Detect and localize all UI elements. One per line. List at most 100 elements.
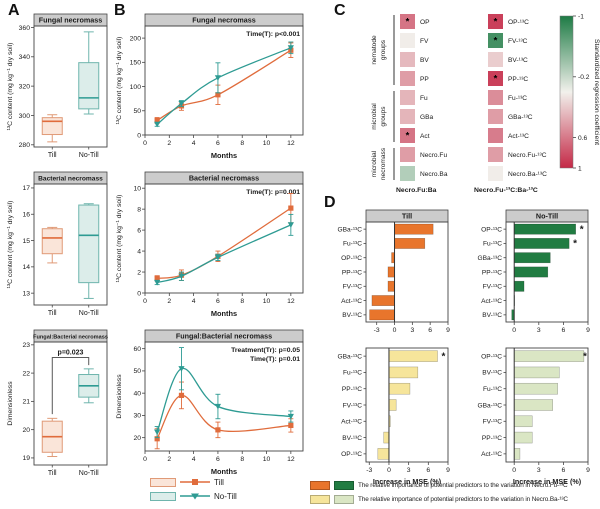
svg-text:6: 6 bbox=[428, 327, 432, 334]
svg-text:FV-¹³C: FV-¹³C bbox=[508, 38, 528, 45]
svg-text:8: 8 bbox=[240, 140, 244, 147]
svg-text:17: 17 bbox=[22, 185, 30, 192]
svg-text:1: 1 bbox=[578, 165, 582, 172]
svg-text:20: 20 bbox=[133, 435, 141, 442]
importance-legend: The relative importance of potential pre… bbox=[310, 479, 568, 505]
svg-text:Fu-¹³C: Fu-¹³C bbox=[508, 95, 527, 102]
boxplot-fungal-necromass: Fungal necromass 280 300 320 340 360 ¹³C conte… bbox=[4, 10, 112, 160]
svg-text:*: * bbox=[583, 351, 587, 362]
svg-text:Months: Months bbox=[211, 151, 237, 160]
svg-text:0: 0 bbox=[143, 140, 147, 147]
svg-text:30: 30 bbox=[133, 413, 141, 420]
svg-text:OP-¹³C: OP-¹³C bbox=[481, 353, 502, 360]
svg-text:Time(T): p=0.01: Time(T): p=0.01 bbox=[250, 356, 300, 363]
svg-text:No-Till: No-Till bbox=[79, 470, 99, 477]
svg-text:No-Till: No-Till bbox=[79, 152, 99, 159]
svg-text:6: 6 bbox=[562, 467, 566, 474]
svg-text:16: 16 bbox=[22, 212, 30, 219]
svg-text:-3: -3 bbox=[366, 467, 372, 474]
svg-text:50: 50 bbox=[133, 108, 141, 115]
svg-text:Fu-¹³C: Fu-¹³C bbox=[483, 241, 502, 248]
svg-text:0: 0 bbox=[512, 467, 516, 474]
svg-text:4: 4 bbox=[192, 298, 196, 305]
svg-text:0: 0 bbox=[143, 456, 147, 463]
svg-text:3: 3 bbox=[537, 467, 541, 474]
no-till-legend-label: No-Till bbox=[214, 491, 237, 501]
svg-text:*: * bbox=[406, 131, 410, 142]
svg-text:BV-¹³C: BV-¹³C bbox=[482, 312, 502, 319]
svg-text:BV-¹³C: BV-¹³C bbox=[342, 312, 362, 319]
svg-text:0: 0 bbox=[137, 290, 141, 297]
svg-text:BV-¹³C: BV-¹³C bbox=[342, 435, 362, 442]
svg-text:¹³C content (mg kg⁻¹ dry soil): ¹³C content (mg kg⁻¹ dry soil) bbox=[7, 201, 14, 289]
yellow-swatch bbox=[310, 494, 330, 504]
svg-text:Act-¹³C: Act-¹³C bbox=[508, 133, 529, 140]
svg-text:6: 6 bbox=[216, 140, 220, 147]
svg-text:9: 9 bbox=[586, 467, 590, 474]
linechart-fungal-bacterial-ratio: Fungal:Bacterial necromass 20 30 40 50 60 0 2 4 6… bbox=[113, 326, 311, 478]
svg-text:FV-¹³C: FV-¹³C bbox=[483, 284, 503, 291]
svg-text:PP-¹³C: PP-¹³C bbox=[342, 386, 362, 393]
svg-text:Treatment(Tr): p=0.05: Treatment(Tr): p=0.05 bbox=[231, 347, 300, 354]
svg-text:nematode: nematode bbox=[371, 35, 378, 65]
svg-text:OP-¹³C: OP-¹³C bbox=[341, 451, 362, 458]
boxplot-fungal-bacterial-ratio: Fungal:Bacterial necromass 19 20 21 22 23 Dime… bbox=[4, 326, 112, 478]
svg-text:PP-¹³C: PP-¹³C bbox=[508, 76, 528, 83]
svg-text:6: 6 bbox=[426, 467, 430, 474]
d1-chart-svg: Till -3 0 3 6 9 GBa-¹³C Fu-¹³C OP-¹³C PP-¹³C FV-¹³… bbox=[337, 209, 450, 334]
svg-text:23: 23 bbox=[22, 342, 30, 349]
svg-text:Till: Till bbox=[48, 470, 57, 477]
svg-text:necromass: necromass bbox=[380, 147, 387, 180]
svg-text:Fungal necromass: Fungal necromass bbox=[39, 16, 103, 25]
svg-text:Fungal:Bacterial necromass: Fungal:Bacterial necromass bbox=[176, 332, 272, 341]
svg-text:2: 2 bbox=[137, 269, 141, 276]
svg-text:Fu-¹³C: Fu-¹³C bbox=[343, 241, 362, 248]
svg-text:Act-¹³C: Act-¹³C bbox=[481, 451, 502, 458]
svg-text:9: 9 bbox=[446, 327, 450, 334]
svg-text:Fu-¹³C: Fu-¹³C bbox=[483, 386, 502, 393]
svg-text:microbial: microbial bbox=[371, 150, 378, 177]
svg-text:groups: groups bbox=[380, 39, 387, 60]
svg-text:0: 0 bbox=[143, 298, 147, 305]
svg-text:Necro.Fu-¹³C:Ba-¹³C: Necro.Fu-¹³C:Ba-¹³C bbox=[474, 187, 538, 194]
svg-text:100: 100 bbox=[130, 84, 142, 91]
svg-text:12: 12 bbox=[287, 456, 295, 463]
svg-text:6: 6 bbox=[216, 298, 220, 305]
svg-text:10: 10 bbox=[263, 456, 271, 463]
svg-text:6: 6 bbox=[137, 227, 141, 234]
svg-text:FV-¹³C: FV-¹³C bbox=[343, 284, 363, 291]
svg-text:*: * bbox=[406, 17, 410, 28]
a1-chart-svg: Fungal necromass 280 300 320 340 360 ¹³C conte… bbox=[7, 13, 108, 159]
svg-text:OP-¹³C: OP-¹³C bbox=[341, 255, 362, 262]
svg-text:6: 6 bbox=[562, 327, 566, 334]
b2-chart-svg: Bacterial necromass 0 2 4 6 8 10 0 2 4 6 8 10 12 ¹³C c… bbox=[116, 171, 304, 318]
boxplot-bacterial-necromass: Bacterial necromass 13 14 15 16 17 ¹³C content… bbox=[4, 168, 112, 318]
till-legend-label: Till bbox=[214, 477, 224, 487]
svg-text:-0.2: -0.2 bbox=[578, 74, 590, 81]
till-box-swatch bbox=[150, 477, 176, 487]
svg-text:13: 13 bbox=[22, 290, 30, 297]
svg-text:GBa-¹³C: GBa-¹³C bbox=[477, 402, 502, 409]
light-green-swatch bbox=[334, 494, 354, 504]
svg-text:GBa-¹³C: GBa-¹³C bbox=[337, 226, 362, 233]
svg-text:Necro.Ba-¹³C: Necro.Ba-¹³C bbox=[508, 171, 547, 178]
svg-text:12: 12 bbox=[287, 140, 295, 147]
svg-text:Act: Act bbox=[420, 133, 430, 140]
svg-text:4: 4 bbox=[137, 248, 141, 255]
svg-text:Dimensionless: Dimensionless bbox=[7, 381, 14, 426]
a2-chart-svg: Bacterial necromass 13 14 15 16 17 ¹³C content… bbox=[7, 171, 108, 317]
svg-text:No-Till: No-Till bbox=[536, 212, 558, 221]
legend-row-necrofu: The relative importance of potential pre… bbox=[310, 479, 568, 491]
svg-text:3: 3 bbox=[537, 327, 541, 334]
barchart-till-necroba: -3 0 3 6 9 GBa-¹³C * Fu-¹³C PP-¹³C FV-¹³C Act-¹³C B… bbox=[320, 340, 456, 488]
svg-text:10: 10 bbox=[133, 185, 141, 192]
svg-text:*: * bbox=[442, 351, 446, 362]
svg-text:¹³C content (mg kg⁻¹ dry soil): ¹³C content (mg kg⁻¹ dry soil) bbox=[116, 195, 123, 283]
svg-text:300: 300 bbox=[19, 113, 31, 120]
svg-text:OP: OP bbox=[420, 19, 430, 26]
svg-text:microbial: microbial bbox=[371, 103, 378, 130]
svg-text:4: 4 bbox=[192, 456, 196, 463]
svg-text:*: * bbox=[494, 17, 498, 28]
svg-text:Fu: Fu bbox=[420, 95, 428, 102]
